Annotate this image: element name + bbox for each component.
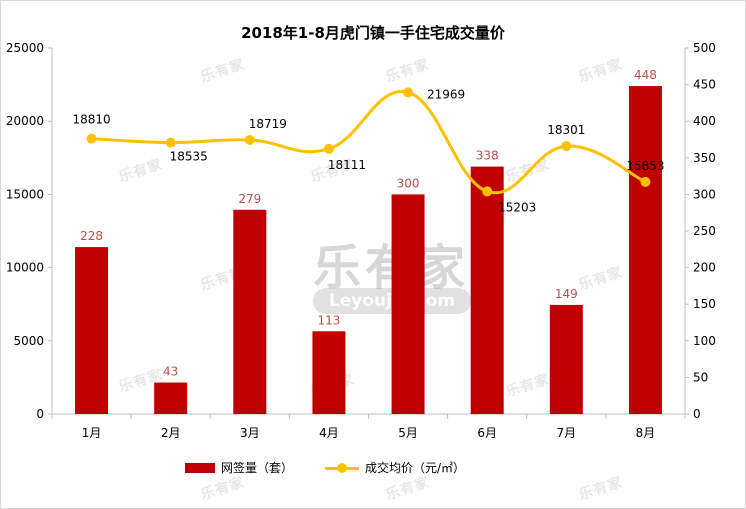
- bar: [549, 304, 583, 414]
- bar-data-label: 338: [476, 149, 499, 163]
- price-line: [91, 90, 647, 195]
- x-tick-label: 2月: [161, 426, 181, 440]
- x-tick-label: 4月: [319, 426, 339, 440]
- legend-swatch-bar: [185, 462, 215, 473]
- y-right-tick-label: 250: [693, 224, 716, 238]
- x-tick-label: 1月: [82, 426, 102, 440]
- bar: [75, 247, 109, 414]
- bar: [154, 382, 188, 414]
- watermark-logo-large: 乐有家: [313, 240, 470, 296]
- price-point: [561, 141, 572, 152]
- x-tick-label: 7月: [556, 426, 576, 440]
- y-left-tick-label: 20000: [6, 114, 44, 128]
- line-data-label: 18535: [170, 150, 208, 164]
- x-tick-label: 8月: [636, 426, 656, 440]
- y-right-tick-label: 300: [693, 187, 716, 201]
- x-tick-label: 3月: [240, 426, 260, 440]
- legend-item-line: 成交均价（元/㎡）: [325, 459, 465, 476]
- y-left-tick-label: 10000: [6, 261, 44, 275]
- bar: [391, 194, 425, 414]
- line-data-label: 18301: [547, 123, 585, 137]
- legend-item-bar: 网签量（套）: [185, 459, 293, 476]
- y-right-tick-label: 350: [693, 151, 716, 165]
- y-right-tick-label: 400: [693, 114, 716, 128]
- bar-data-label: 300: [397, 176, 420, 190]
- y-left-tick-label: 15000: [6, 187, 44, 201]
- price-point: [323, 143, 334, 154]
- y-right-tick-label: 500: [693, 41, 716, 55]
- price-point: [86, 133, 97, 144]
- price-point: [165, 137, 176, 148]
- y-left-tick-label: 0: [36, 407, 44, 421]
- bar-data-label: 149: [555, 287, 578, 301]
- bar: [628, 86, 662, 415]
- y-right-tick-label: 150: [693, 297, 716, 311]
- price-point: [403, 87, 414, 98]
- line-data-label: 18719: [249, 117, 287, 131]
- y-right-tick-label: 450: [693, 78, 716, 92]
- line-data-label: 15203: [498, 200, 536, 214]
- legend-swatch-line: [325, 462, 360, 474]
- legend-label-bar: 网签量（套）: [221, 461, 294, 475]
- legend-label-line: 成交均价（元/㎡）: [365, 461, 466, 475]
- line-data-label: 18111: [328, 158, 366, 172]
- price-point: [244, 134, 255, 145]
- bar-data-label: 279: [238, 192, 261, 206]
- bar-data-label: 43: [163, 365, 178, 379]
- y-right-tick-label: 200: [693, 261, 716, 275]
- bar-data-label: 228: [80, 229, 103, 243]
- y-right-tick-label: 100: [693, 334, 716, 348]
- line-data-label: 21969: [427, 87, 465, 101]
- y-left-tick-label: 25000: [6, 41, 44, 55]
- bar: [312, 331, 346, 414]
- bar: [470, 166, 504, 414]
- price-point: [482, 186, 493, 197]
- y-right-tick-label: 50: [693, 370, 708, 384]
- bar-data-label: 113: [317, 313, 340, 327]
- y-right-tick-label: 0: [693, 407, 701, 421]
- bar-data-label: 448: [634, 68, 657, 82]
- bar: [233, 209, 267, 414]
- x-tick-label: 5月: [398, 426, 418, 440]
- chart-legend: 网签量（套） 成交均价（元/㎡）: [185, 459, 497, 476]
- x-tick-label: 6月: [477, 426, 497, 440]
- y-left-tick-label: 5000: [13, 334, 44, 348]
- price-point: [640, 176, 651, 187]
- line-data-label: 18810: [72, 113, 110, 127]
- line-data-label: 15853: [626, 159, 664, 173]
- chart-title: 2018年1-8月虎门镇一手住宅成交量价: [241, 24, 505, 42]
